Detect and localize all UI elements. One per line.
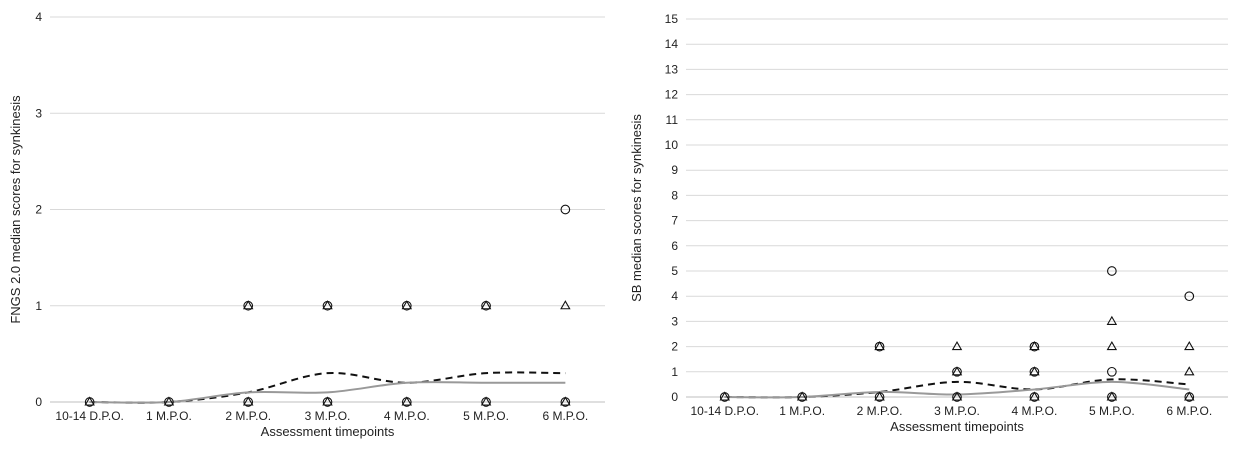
chart0-triangle-point xyxy=(322,300,333,310)
chart1-x-tick-label: 6 M.P.O. xyxy=(1166,404,1212,418)
chart0-x-tick-label: 10-14 D.P.O. xyxy=(55,409,123,423)
chart1-y-tick-label: 11 xyxy=(666,113,679,127)
chart1-series-3-line-solid xyxy=(724,380,1190,399)
chart1-triangle-point xyxy=(951,340,963,351)
chart1-x-tick-label: 10-14 D.P.O. xyxy=(690,404,758,418)
chart1-triangle-point xyxy=(1106,315,1118,325)
chart0-y-tick-label: 1 xyxy=(35,299,42,313)
chart0-series-2-line-dashed xyxy=(89,371,566,404)
chart1-y-tick-label: 5 xyxy=(671,264,678,278)
chart1-y-tick-label: 10 xyxy=(665,138,679,152)
chart1-triangle-point xyxy=(1106,391,1118,401)
chart0-x-tick-label: 6 M.P.O. xyxy=(542,409,588,423)
chart1-y-tick-label: 0 xyxy=(671,390,678,404)
chart0-x-tick-label: 3 M.P.O. xyxy=(305,409,351,423)
chart0-series-3-line-solid xyxy=(89,381,566,404)
chart0-y-tick-label: 2 xyxy=(35,203,42,217)
chart0-triangle-point xyxy=(242,300,254,310)
chart1-x-tick-label: 5 M.P.O. xyxy=(1089,404,1135,418)
chart1-y-tick-label: 13 xyxy=(665,62,679,76)
chart1-triangle-point xyxy=(874,391,885,401)
chart1-x-tick-label: 2 M.P.O. xyxy=(857,404,903,418)
chart1-circle-point xyxy=(1107,266,1117,276)
chart0-triangle-point xyxy=(163,396,175,406)
chart0-y-tick-label: 3 xyxy=(35,106,42,120)
chart1-triangle-point xyxy=(951,366,963,376)
chart0-triangle-point xyxy=(401,300,413,310)
chart1-triangle-point xyxy=(1184,391,1195,401)
fngs-chart-svg: 0 1 2 3 4 10-14 D.P.O. 1 M.P.O. 2 M.P.O. 3 M.P.O… xyxy=(8,10,605,439)
chart0-triangle-point xyxy=(480,396,492,406)
chart1-y-tick-label: 7 xyxy=(671,214,678,228)
chart0-x-tick-label: 1 M.P.O. xyxy=(146,409,192,423)
sb-synkinesis-chart: 0 1 2 3 4 5 6 7 8 9 10 11 12 13 14 15 10-14 D.P.O. 1 M.P.… xyxy=(624,0,1238,445)
chart0-y-tick-label: 0 xyxy=(35,395,42,409)
chart0-x-axis-title: Assessment timepoints xyxy=(261,424,395,439)
chart0-triangle-point xyxy=(560,300,571,310)
chart1-y-tick-label: 12 xyxy=(665,88,679,102)
chart0-y-axis-title: FNGS 2.0 median scores for synkinesis xyxy=(8,95,23,324)
chart1-y-tick-label: 8 xyxy=(671,188,678,202)
chart1-x-axis-title: Assessment timepoints xyxy=(890,419,1024,434)
chart0-y-tick-label: 4 xyxy=(35,10,42,24)
chart1-y-tick-label: 15 xyxy=(665,12,679,26)
chart0-triangle-point xyxy=(322,396,333,406)
chart1-triangle-point xyxy=(1029,366,1040,376)
chart1-y-tick-label: 9 xyxy=(671,163,678,177)
chart0-circle-point xyxy=(560,204,571,215)
chart1-triangle-point xyxy=(1184,340,1195,351)
chart1-y-tick-label: 4 xyxy=(671,289,678,303)
chart1-triangle-point xyxy=(1106,340,1118,351)
chart1-x-tick-label: 4 M.P.O. xyxy=(1012,404,1058,418)
chart0-x-tick-label: 2 M.P.O. xyxy=(225,409,271,423)
chart0-triangle-point xyxy=(84,396,95,406)
fngs-synkinesis-chart: 0 1 2 3 4 10-14 D.P.O. 1 M.P.O. 2 M.P.O. 3 M.P.O… xyxy=(0,0,612,445)
chart0-x-tick-label: 5 M.P.O. xyxy=(463,409,509,423)
chart0-triangle-point xyxy=(480,300,492,310)
chart1-triangle-point xyxy=(951,391,963,401)
chart1-y-axis-title: SB median scores for synkinesis xyxy=(629,114,644,302)
chart1-triangle-point xyxy=(1029,340,1040,351)
chart1-circle-point xyxy=(1107,366,1117,377)
chart1-x-tick-label: 1 M.P.O. xyxy=(779,404,825,418)
chart0-x-tick-label: 4 M.P.O. xyxy=(384,409,430,423)
chart1-triangle-point xyxy=(1029,391,1040,401)
chart0-triangle-point xyxy=(401,396,413,406)
chart1-x-tick-label: 3 M.P.O. xyxy=(934,404,980,418)
chart1-triangle-point xyxy=(719,391,730,401)
chart1-triangle-point xyxy=(874,340,885,351)
chart1-circle-point xyxy=(1184,291,1195,302)
chart1-y-tick-label: 1 xyxy=(671,365,678,379)
chart1-y-tick-label: 3 xyxy=(671,314,678,328)
chart0-triangle-point xyxy=(560,396,571,406)
chart1-y-tick-label: 14 xyxy=(665,37,679,51)
chart1-triangle-point xyxy=(1184,366,1195,376)
chart0-triangle-point xyxy=(242,396,254,406)
chart1-triangle-point xyxy=(796,391,808,401)
chart1-y-tick-label: 2 xyxy=(671,340,678,354)
chart1-y-tick-label: 6 xyxy=(671,239,678,253)
